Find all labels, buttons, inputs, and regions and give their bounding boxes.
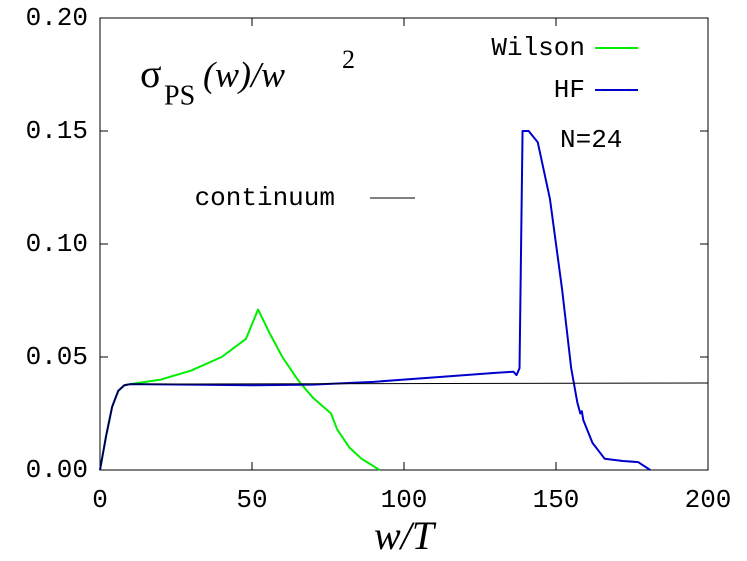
- series-line: [99, 382, 709, 471]
- y-tick-label: 0.20: [26, 3, 88, 33]
- legend-label: continuum: [195, 183, 335, 213]
- title-superscript: 2: [342, 45, 355, 74]
- x-tick-label: 100: [381, 485, 428, 515]
- legend-label: Wilson: [491, 33, 585, 63]
- title-main: (w)/w: [203, 54, 285, 94]
- x-tick-label: 0: [92, 485, 108, 515]
- title-sigma: σ: [140, 51, 162, 96]
- annotation: N=24: [560, 125, 622, 155]
- y-tick-label: 0.15: [26, 116, 88, 146]
- title-subscript: PS: [164, 80, 195, 111]
- x-tick-label: 150: [533, 485, 580, 515]
- y-tick-label: 0.10: [26, 229, 88, 259]
- x-tick-label: 50: [236, 485, 267, 515]
- series-line: [99, 308, 381, 471]
- y-tick-label: 0.00: [26, 455, 88, 485]
- series-line: [99, 130, 651, 471]
- x-tick-label: 200: [685, 485, 732, 515]
- y-tick-label: 0.05: [26, 342, 88, 372]
- x-axis-label: w/T: [374, 513, 437, 558]
- legend-label: HF: [554, 75, 585, 105]
